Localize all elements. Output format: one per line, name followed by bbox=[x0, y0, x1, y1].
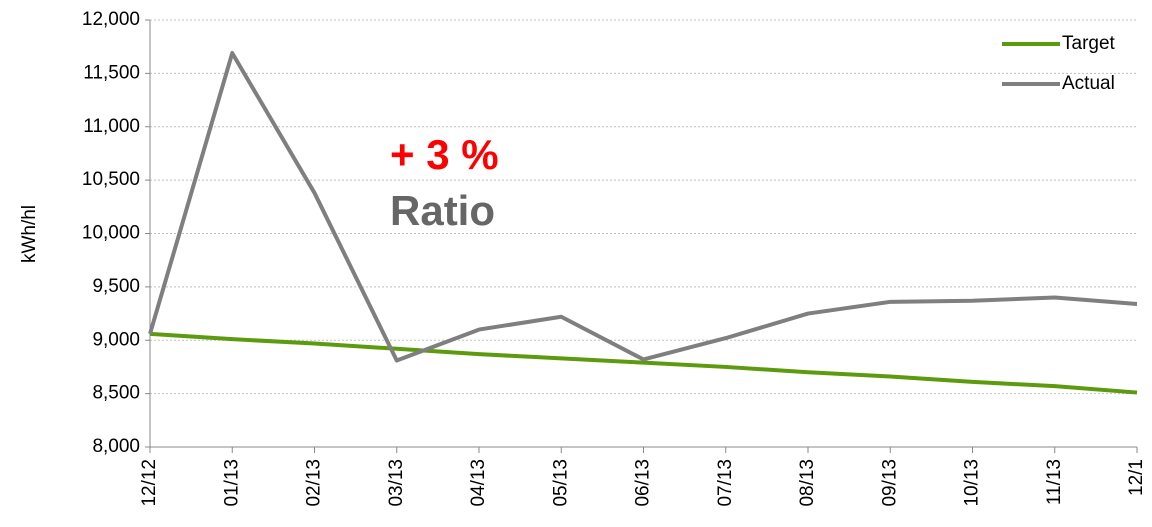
x-tick-label: 02/13 bbox=[304, 459, 325, 507]
series-line bbox=[148, 51, 1138, 363]
x-tick-label: 08/13 bbox=[797, 459, 818, 507]
legend-label: Target bbox=[1062, 33, 1116, 54]
y-axis-label: kWh/hl bbox=[19, 205, 40, 263]
x-tick-label: 10/13 bbox=[962, 459, 983, 507]
x-tick-label: 04/13 bbox=[468, 459, 489, 507]
x-tick-label: 12/12 bbox=[139, 459, 160, 507]
x-tick-label: 12/1 bbox=[1126, 459, 1147, 496]
x-tick-label: 03/13 bbox=[386, 459, 407, 507]
legend-label: Actual bbox=[1062, 73, 1115, 94]
y-tick-label: 9,000 bbox=[92, 329, 140, 350]
y-tick-label: 11,000 bbox=[83, 116, 140, 137]
x-tick-label: 01/13 bbox=[221, 459, 242, 507]
annotation: + 3 % bbox=[390, 131, 499, 178]
y-tick-label: 10,000 bbox=[82, 223, 140, 244]
x-tick-label: 07/13 bbox=[715, 459, 736, 507]
x-tick-label: 05/13 bbox=[550, 459, 571, 507]
y-tick-label: 12,000 bbox=[82, 9, 140, 30]
y-tick-label: 10,500 bbox=[82, 169, 140, 190]
y-tick-label: 8,500 bbox=[92, 383, 140, 404]
x-tick-label: 11/13 bbox=[1044, 459, 1065, 505]
x-tick-label: 06/13 bbox=[633, 459, 654, 507]
y-tick-label: 11,500 bbox=[83, 62, 140, 83]
annotation: Ratio bbox=[390, 187, 495, 234]
y-tick-label: 9,500 bbox=[92, 276, 140, 297]
y-tick-label: 8,000 bbox=[92, 436, 140, 457]
x-tick-label: 09/13 bbox=[879, 459, 900, 507]
series-line bbox=[149, 331, 1138, 395]
